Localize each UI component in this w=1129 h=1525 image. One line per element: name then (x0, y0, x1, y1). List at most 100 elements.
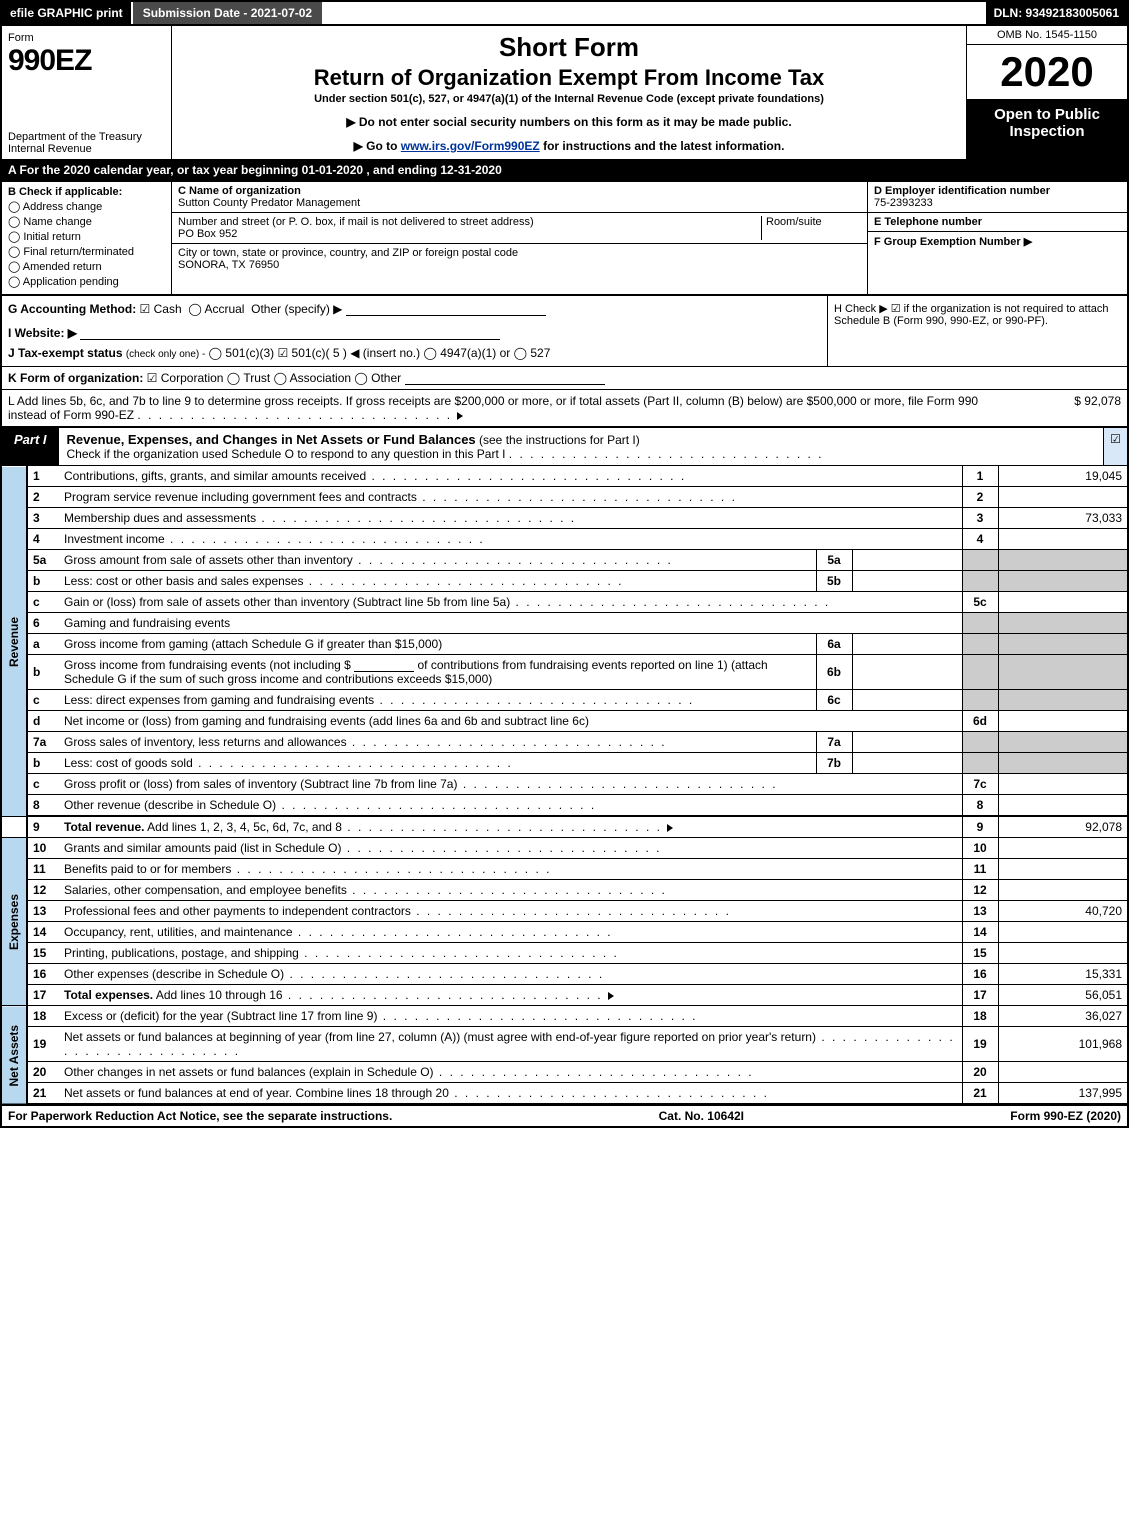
j-options[interactable]: ◯ 501(c)(3) ☑ 501(c)( 5 ) ◀ (insert no.)… (209, 346, 551, 360)
table-row: 20 Other changes in net assets or fund b… (1, 1062, 1128, 1083)
c-city-label: City or town, state or province, country… (178, 247, 518, 259)
i-label: I Website: ▶ (8, 326, 77, 340)
omb-number: OMB No. 1545-1150 (967, 26, 1127, 45)
h-text: H Check ▶ ☑ if the organization is not r… (834, 303, 1109, 327)
g-cash[interactable]: ☑ Cash (140, 302, 182, 316)
part1-checkbox[interactable]: ☑ (1103, 428, 1127, 465)
table-row: Net Assets 18 Excess or (deficit) for th… (1, 1006, 1128, 1027)
arrow-icon (608, 992, 614, 1000)
e-phone-label: E Telephone number (874, 216, 982, 228)
irs-link[interactable]: www.irs.gov/Form990EZ (401, 139, 540, 153)
line-num: 1 (27, 466, 59, 487)
ghij-block: G Accounting Method: ☑ Cash ◯ Accrual Ot… (0, 294, 1129, 367)
part1-check-line: Check if the organization used Schedule … (67, 447, 506, 461)
netassets-label: Net Assets (1, 1006, 27, 1105)
expenses-label: Expenses (1, 838, 27, 1006)
chk-amended-return[interactable]: ◯ Amended return (8, 260, 165, 273)
row-j: J Tax-exempt status (check only one) - ◯… (8, 346, 821, 360)
table-row: 21 Net assets or fund balances at end of… (1, 1083, 1128, 1105)
table-row: c Gross profit or (loss) from sales of i… (1, 774, 1128, 795)
table-row: a Gross income from gaming (attach Sched… (1, 634, 1128, 655)
g-other-input[interactable] (346, 302, 546, 316)
table-row: 8 Other revenue (describe in Schedule O)… (1, 795, 1128, 817)
org-address: PO Box 952 (178, 228, 237, 240)
part1-table: Revenue 1 Contributions, gifts, grants, … (0, 466, 1129, 1105)
efile-print-label[interactable]: efile GRAPHIC print (2, 2, 131, 24)
table-row: d Net income or (loss) from gaming and f… (1, 711, 1128, 732)
ghij-left: G Accounting Method: ☑ Cash ◯ Accrual Ot… (2, 296, 827, 366)
arrow-icon (667, 824, 673, 832)
table-row: 12 Salaries, other compensation, and emp… (1, 880, 1128, 901)
org-info-block: B Check if applicable: ◯ Address change … (0, 180, 1129, 294)
k-other-input[interactable] (405, 371, 605, 385)
notice-ssn: ▶ Do not enter social security numbers o… (182, 115, 956, 129)
top-bar: efile GRAPHIC print Submission Date - 20… (0, 0, 1129, 24)
submission-date: Submission Date - 2021-07-02 (131, 2, 324, 24)
department-label: Department of the Treasury Internal Reve… (8, 131, 165, 155)
ein-value: 75-2393233 (874, 197, 933, 209)
dln-label: DLN: 93492183005061 (986, 2, 1127, 24)
l-dots (137, 408, 452, 422)
revenue-label: Revenue (1, 466, 27, 816)
part1-dots (509, 447, 824, 461)
table-row: b Gross income from fundraising events (… (1, 655, 1128, 690)
chk-address-change[interactable]: ◯ Address change (8, 200, 165, 213)
g-other[interactable]: Other (specify) ▶ (251, 302, 342, 316)
org-city: SONORA, TX 76950 (178, 259, 279, 271)
table-row: 17 Total expenses. Add lines 10 through … (1, 985, 1128, 1006)
row-i: I Website: ▶ (8, 326, 821, 340)
title-short-form: Short Form (182, 32, 956, 63)
table-row: 13 Professional fees and other payments … (1, 901, 1128, 922)
k-label: K Form of organization: (8, 371, 143, 385)
k-options[interactable]: ☑ Corporation ◯ Trust ◯ Association ◯ Ot… (147, 371, 401, 385)
table-row: 3 Membership dues and assessments 3 73,0… (1, 508, 1128, 529)
d-ein-label: D Employer identification number (874, 185, 1050, 197)
table-row: 15 Printing, publications, postage, and … (1, 943, 1128, 964)
table-row: 6 Gaming and fundraising events (1, 613, 1128, 634)
f-group-label: F Group Exemption Number ▶ (874, 236, 1032, 248)
row-h: H Check ▶ ☑ if the organization is not r… (827, 296, 1127, 366)
g-accrual[interactable]: ◯ Accrual (188, 302, 244, 316)
footer-mid: Cat. No. 10642I (659, 1109, 744, 1123)
table-row: b Less: cost of goods sold 7b (1, 753, 1128, 774)
chk-final-return[interactable]: ◯ Final return/terminated (8, 245, 165, 258)
table-row: c Gain or (loss) from sale of assets oth… (1, 592, 1128, 613)
contrib-input[interactable] (354, 658, 414, 672)
j-sub: (check only one) - (126, 349, 205, 360)
section-b-label: B Check if applicable: (8, 186, 122, 198)
g-label: G Accounting Method: (8, 302, 136, 316)
chk-application-pending[interactable]: ◯ Application pending (8, 275, 165, 288)
website-input[interactable] (80, 326, 500, 340)
chk-name-change[interactable]: ◯ Name change (8, 215, 165, 228)
part1-label: Part I (2, 428, 59, 465)
row-g: G Accounting Method: ☑ Cash ◯ Accrual Ot… (8, 302, 821, 316)
form-number: 990EZ (8, 44, 91, 77)
form-label: Form (8, 32, 34, 44)
notice-goto-post: for instructions and the latest informat… (543, 139, 784, 153)
subtitle: Under section 501(c), 527, or 4947(a)(1)… (182, 93, 956, 105)
table-row: 19 Net assets or fund balances at beginn… (1, 1027, 1128, 1062)
table-row: 7a Gross sales of inventory, less return… (1, 732, 1128, 753)
box-num: 1 (962, 466, 998, 487)
tax-year: 2020 (967, 45, 1127, 100)
chk-initial-return[interactable]: ◯ Initial return (8, 230, 165, 243)
j-label: J Tax-exempt status (8, 346, 123, 360)
form-header: Form 990EZ Department of the Treasury In… (0, 24, 1129, 159)
room-suite-label: Room/suite (766, 216, 822, 228)
notice-goto: ▶ Go to www.irs.gov/Form990EZ for instru… (182, 139, 956, 153)
table-row: 5a Gross amount from sale of assets othe… (1, 550, 1128, 571)
footer-right: Form 990-EZ (2020) (1010, 1109, 1121, 1123)
row-l: L Add lines 5b, 6c, and 7b to line 9 to … (0, 390, 1129, 428)
section-de: D Employer identification number 75-2393… (867, 182, 1127, 294)
part1-header: Part I Revenue, Expenses, and Changes in… (0, 428, 1129, 466)
topbar-spacer (324, 2, 985, 24)
header-right: OMB No. 1545-1150 2020 Open to Public In… (967, 26, 1127, 159)
table-row: 9 Total revenue. Total revenue. Add line… (1, 816, 1128, 838)
table-row: Expenses 10 Grants and similar amounts p… (1, 838, 1128, 859)
c-name-label: C Name of organization (178, 185, 301, 197)
header-mid: Short Form Return of Organization Exempt… (172, 26, 967, 159)
row-a-tax-year: A For the 2020 calendar year, or tax yea… (0, 159, 1129, 180)
open-to-public: Open to Public Inspection (967, 100, 1127, 159)
box-val: 19,045 (998, 466, 1128, 487)
header-left: Form 990EZ Department of the Treasury In… (2, 26, 172, 159)
